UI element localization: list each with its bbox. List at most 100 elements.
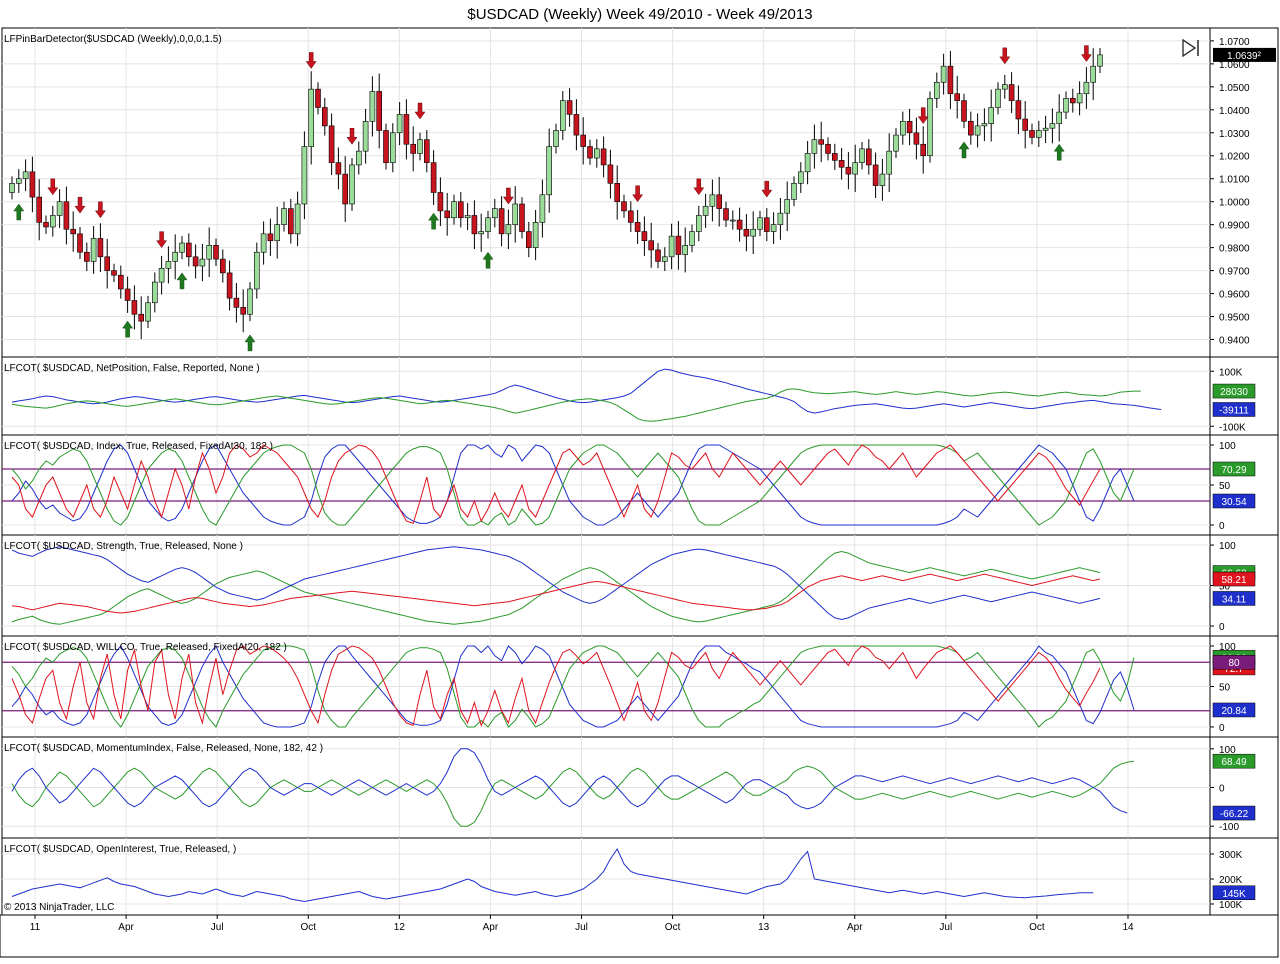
candle-down bbox=[63, 201, 70, 230]
sell-arrow-icon bbox=[305, 52, 317, 69]
candle-up bbox=[301, 146, 308, 205]
candle-up bbox=[294, 203, 301, 235]
sell-arrow-icon bbox=[761, 180, 773, 198]
panels-layer: 1.0700 1.0600 1.0500 1.0400 1.0300 1.0200 1.01… bbox=[1, 27, 1279, 916]
y-tick-label: 1.0000 bbox=[1219, 198, 1250, 209]
panel-label: LFCOT( $USDCAD, MomentumIndex, False, Re… bbox=[4, 743, 323, 754]
y-tick-label: 50 bbox=[1219, 481, 1231, 492]
candle-up bbox=[886, 150, 893, 175]
buy-arrow-icon bbox=[1053, 143, 1065, 161]
candle-down bbox=[376, 91, 383, 131]
candle-down bbox=[865, 148, 872, 166]
y-tick-label: 50 bbox=[1219, 683, 1231, 694]
candle-down bbox=[131, 300, 138, 315]
candle-up bbox=[940, 65, 947, 83]
value-badge-green bbox=[1212, 383, 1256, 399]
y-tick-label: 100 bbox=[1219, 745, 1236, 756]
candle-up bbox=[491, 208, 498, 219]
buy-arrow-icon bbox=[958, 141, 970, 159]
x-tick-label: Apr bbox=[847, 922, 863, 933]
y-tick-label: 0 bbox=[1219, 784, 1225, 795]
panel-label: LFCOT( $USDCAD, Strength, True, Released… bbox=[4, 541, 243, 552]
y-tick-label: 1.0400 bbox=[1219, 106, 1250, 117]
candle-up bbox=[464, 215, 471, 219]
candle-down bbox=[872, 164, 879, 186]
x-axis-frame bbox=[0, 914, 1279, 958]
play-triangle bbox=[1182, 38, 1197, 58]
last-price-box bbox=[1213, 47, 1276, 62]
candle-down bbox=[213, 245, 219, 260]
candle-down bbox=[410, 143, 417, 154]
candle-up bbox=[852, 162, 859, 175]
candle-up bbox=[478, 231, 485, 235]
y-tick-label: 300K bbox=[1219, 850, 1243, 861]
candle-down bbox=[186, 242, 192, 258]
x-tick-label: Oct bbox=[665, 922, 681, 933]
y-tick-label: 100K bbox=[1219, 367, 1243, 378]
candle-down bbox=[471, 215, 478, 235]
candle-up bbox=[355, 150, 362, 166]
candle-up bbox=[1083, 81, 1090, 95]
candle-up bbox=[1063, 98, 1069, 113]
candle-up bbox=[784, 199, 791, 214]
candle-down bbox=[920, 143, 927, 157]
candle-down bbox=[621, 201, 627, 212]
sell-arrow-icon bbox=[74, 196, 86, 214]
candle-down bbox=[1070, 98, 1076, 104]
buy-arrow-icon bbox=[482, 251, 494, 269]
candle-up bbox=[546, 146, 553, 196]
play-to-end-icon[interactable] bbox=[1179, 36, 1203, 60]
candle-up bbox=[859, 148, 865, 163]
candle-up bbox=[791, 183, 797, 200]
panel-label: LFCOT( $USDCAD, WILLCO, True, Released, … bbox=[4, 642, 287, 653]
candle-up bbox=[661, 256, 668, 262]
y-tick-label: 200K bbox=[1219, 875, 1243, 886]
value-badge-label: 28030 bbox=[1220, 387, 1248, 398]
candle-down bbox=[240, 307, 246, 315]
candle-up bbox=[274, 224, 281, 242]
candle-down bbox=[1022, 118, 1029, 131]
candle-down bbox=[383, 130, 389, 163]
candle-up bbox=[750, 228, 757, 237]
candle-up bbox=[505, 224, 512, 235]
buy-arrow-icon bbox=[176, 272, 188, 290]
x-tick-label: Jul bbox=[939, 922, 952, 933]
candle-up bbox=[349, 164, 355, 205]
candle-down bbox=[328, 125, 335, 163]
series-line-green bbox=[11, 645, 1135, 728]
candle-up bbox=[1097, 54, 1103, 67]
candle-down bbox=[587, 146, 593, 159]
candle-down bbox=[954, 93, 961, 101]
candle-down bbox=[36, 196, 43, 223]
candle-up bbox=[145, 302, 151, 322]
candle-up bbox=[260, 233, 267, 253]
candle-down bbox=[1029, 130, 1035, 138]
candle-up bbox=[899, 120, 906, 136]
value-badge-blue bbox=[1212, 885, 1256, 900]
value-badge-blue bbox=[1212, 493, 1256, 509]
series-line-green bbox=[11, 444, 1135, 526]
price-axis bbox=[1209, 434, 1279, 536]
value-badge-label: 58.21 bbox=[1221, 575, 1246, 586]
candle-up bbox=[974, 125, 981, 136]
candle-down bbox=[437, 192, 444, 212]
candle-up bbox=[90, 238, 97, 262]
candle-down bbox=[29, 171, 36, 198]
candle-down bbox=[519, 203, 525, 232]
candle-down bbox=[226, 272, 233, 299]
candle-down bbox=[97, 238, 104, 258]
x-tick-label: Oct bbox=[300, 922, 316, 933]
series-line-blue bbox=[11, 748, 1128, 814]
candle-down bbox=[825, 143, 831, 154]
x-tick-label: 14 bbox=[1122, 922, 1134, 933]
candle-up bbox=[682, 245, 689, 255]
candle-up bbox=[206, 245, 212, 260]
y-tick-label: 0 bbox=[1219, 521, 1225, 532]
candle-up bbox=[981, 123, 988, 127]
sell-arrow-icon bbox=[47, 178, 59, 196]
value-badge-blue bbox=[1212, 591, 1256, 606]
candle-up bbox=[811, 139, 818, 154]
candle-down bbox=[498, 208, 505, 235]
